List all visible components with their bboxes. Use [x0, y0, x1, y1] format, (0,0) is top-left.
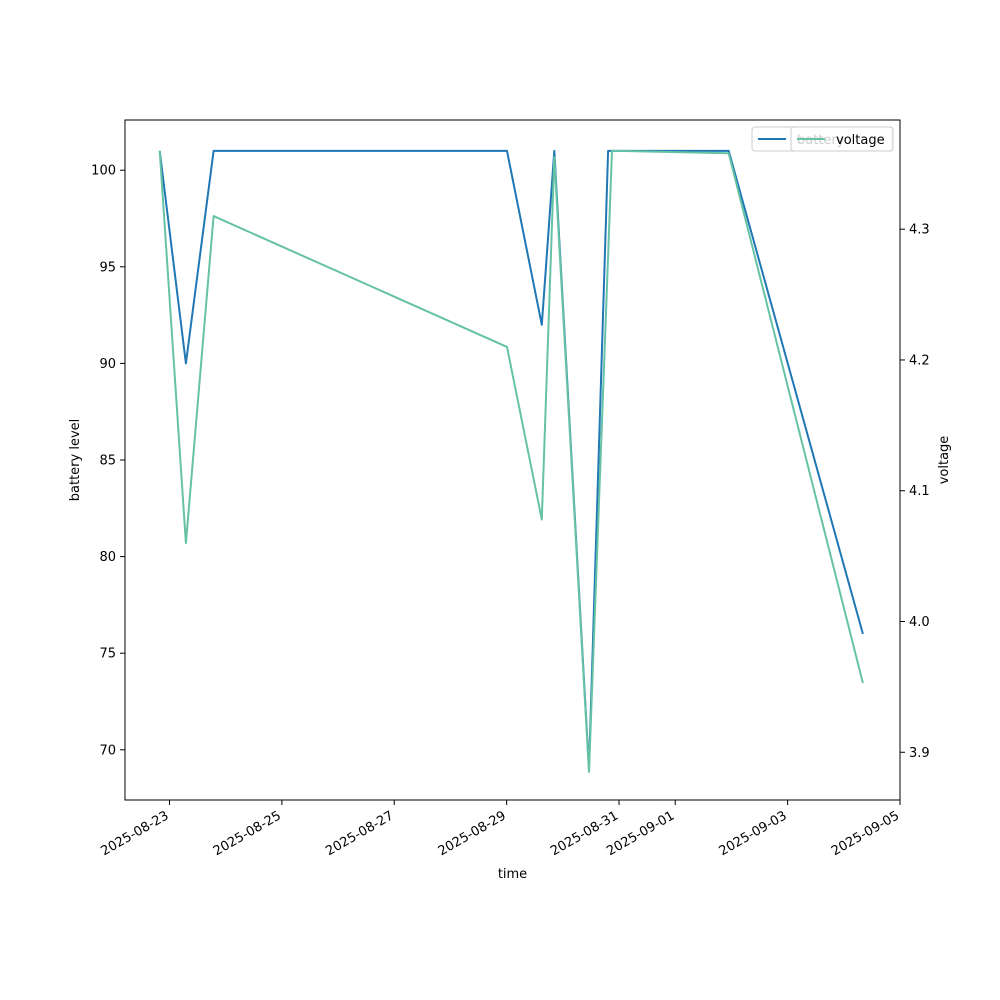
x-tick-label: 2025-09-05	[829, 808, 902, 859]
y-axis-right: 3.9 4.0 4.1 4.2 4.3	[900, 223, 930, 761]
x-tick-label: 2025-08-23	[99, 808, 172, 859]
legend: batteryvoltage	[751, 126, 894, 152]
legend-label-voltage: voltage	[836, 133, 885, 148]
x-tick-label: 2025-08-29	[436, 808, 509, 859]
series-line-battery	[158, 149, 864, 771]
y-left-tick-label: 85	[99, 454, 116, 469]
y-axis-left-label: battery level	[68, 419, 83, 502]
y-right-tick-label: 4.0	[909, 615, 930, 630]
y-left-tick-label: 75	[99, 647, 116, 662]
y-left-tick-label: 100	[91, 164, 116, 179]
y-left-tick-label: 70	[99, 743, 116, 758]
legend-box-voltage	[790, 126, 894, 152]
x-axis-label: time	[498, 867, 527, 882]
y-right-tick-label: 4.1	[909, 484, 930, 499]
plot-lines	[158, 149, 864, 773]
y-axis-right-label: voltage	[937, 436, 952, 485]
y-right-tick-label: 4.3	[909, 223, 930, 238]
x-tick-label: 2025-08-27	[323, 808, 396, 859]
y-right-tick-label: 4.2	[909, 353, 930, 368]
series-line-voltage	[158, 149, 864, 773]
y-left-tick-label: 80	[99, 550, 116, 565]
y-axis-left: 70 75 80 85 90 95 100	[91, 164, 125, 758]
x-axis: 2025-08-23 2025-08-25 2025-08-27 2025-08-29…	[99, 800, 902, 859]
y-right-tick-label: 3.9	[909, 746, 930, 761]
x-tick-label: 2025-08-25	[211, 808, 284, 859]
y-left-tick-label: 90	[99, 357, 116, 372]
x-tick-label: 2025-09-03	[717, 808, 790, 859]
plot-frame	[124, 119, 901, 801]
y-left-tick-label: 95	[99, 260, 116, 275]
